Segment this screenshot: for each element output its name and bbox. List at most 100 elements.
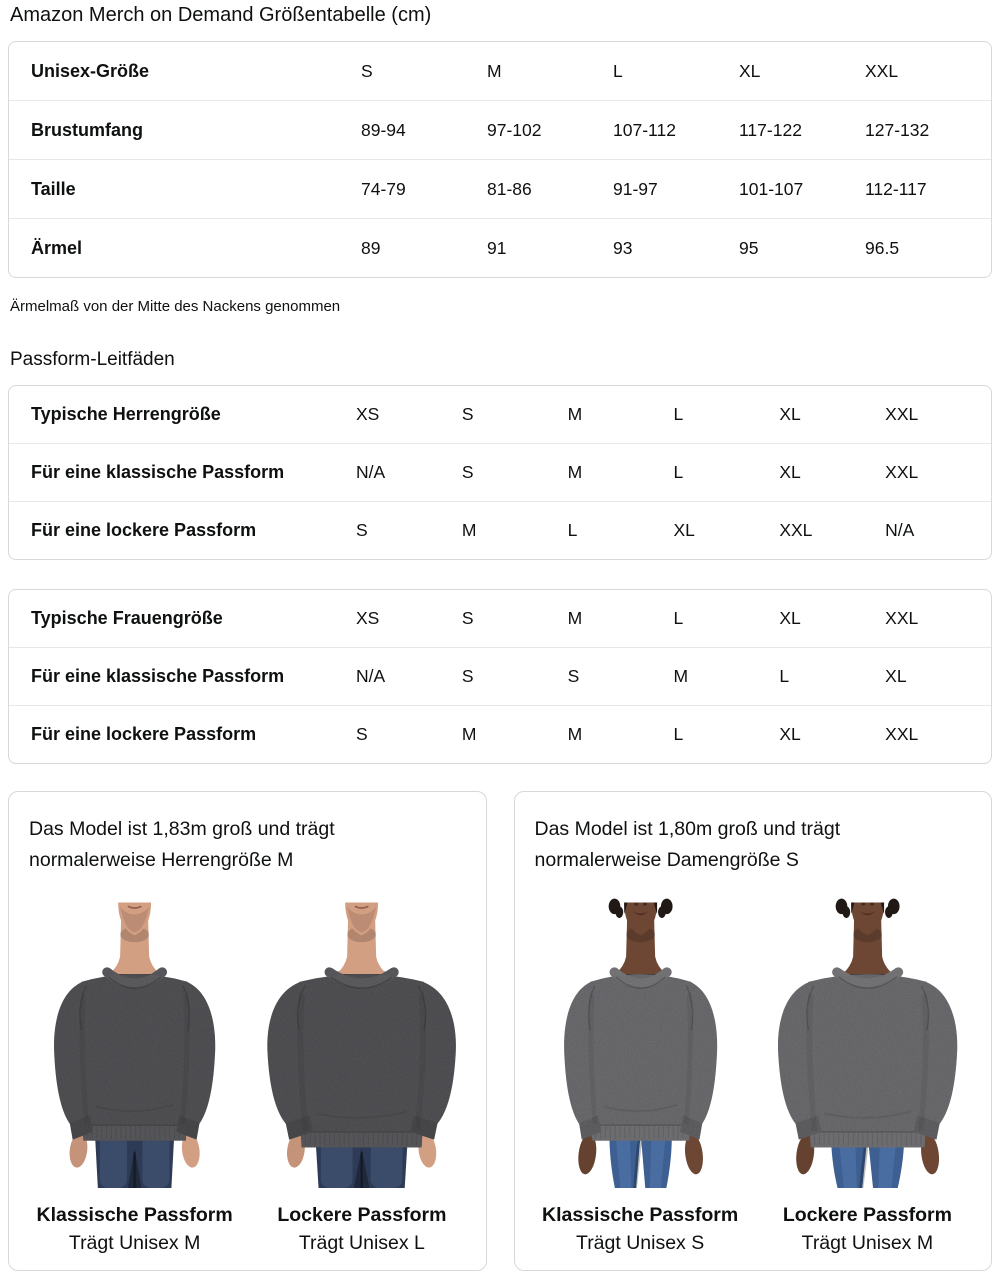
size-caption: Trägt Unisex M [68,1232,201,1254]
size-value: 95 [739,237,759,258]
size-value: 96.5 [865,237,900,258]
row-label: Taille [31,178,76,199]
size-value: 91 [487,237,507,258]
size-value: S [461,462,474,482]
fit-caption: Lockere Passform [782,1204,952,1226]
size-value: M [567,608,583,628]
size-value: S [461,404,474,424]
size-value: L [673,404,684,424]
size-value: XXL [885,724,919,744]
unisex-size-table: Unisex-Größe S M L XL XXL Brustumfang 89… [8,41,992,278]
size-header: M [487,60,502,81]
size-value: M [461,520,477,540]
size-value: 117-122 [739,119,802,140]
page-title: Amazon Merch on Demand Größentabelle (cm… [10,4,432,26]
fit-guide-heading: Passform-Leitfäden [10,349,175,370]
row-label: Typische Frauengröße [31,608,223,628]
size-value: L [673,462,684,482]
fit-caption: Klassische Passform [36,1204,233,1226]
size-value: XL [779,724,801,744]
size-value: S [567,666,580,686]
model-figure: Lockere Passform Trägt Unisex M [766,890,969,1256]
model-photo-classic-male [33,890,236,1188]
size-value: M [673,666,689,686]
size-value: 91-97 [613,178,658,199]
size-value: XS [356,404,380,424]
size-value: XXL [885,404,919,424]
size-value: 112-117 [865,178,927,199]
model-description: Das Model ist 1,83m groß und trägt norma… [29,818,335,871]
row-label: Für eine klassische Passform [31,462,285,482]
model-cards: Das Model ist 1,83m groß und trägt norma… [8,791,992,1271]
size-value: XL [779,462,801,482]
size-value: XXL [779,520,813,540]
table-row: Für eine lockere Passform S M M L XL XXL [9,705,991,763]
size-header: L [613,60,623,81]
sleeve-measure-note: Ärmelmaß von der Mitte des Nackens genom… [10,298,341,315]
figure-row: Klassische Passform Trägt Unisex M [29,890,468,1256]
model-photo-classic-female [539,890,742,1188]
fit-caption: Klassische Passform [542,1204,739,1226]
size-value: L [567,520,578,540]
table-row: Ärmel 89 91 93 95 96.5 [9,218,991,277]
size-value: L [779,666,790,686]
size-value: XL [885,666,907,686]
model-photo-loose-female [766,890,969,1188]
row-label: Für eine lockere Passform [31,724,257,744]
figure-row: Klassische Passform Trägt Unisex S [535,890,974,1256]
size-value: M [567,462,583,482]
size-value: XS [356,608,380,628]
size-value: 89 [361,237,381,258]
row-label: Unisex-Größe [31,60,150,81]
table-row: Taille 74-79 81-86 91-97 101-107 112-117 [9,159,991,218]
size-value: S [356,520,368,540]
size-value: S [461,608,474,628]
size-value: M [567,724,583,744]
table-row: Brustumfang 89-94 97-102 107-112 117-122… [9,100,991,159]
size-header: XXL [865,60,899,81]
model-figure: Klassische Passform Trägt Unisex M [33,890,236,1256]
table-row: Für eine lockere Passform S M L XL XXL N… [9,501,991,559]
size-value: S [356,724,368,744]
model-photo-loose-male [260,890,463,1188]
size-value: 74-79 [361,178,406,199]
size-caption: Trägt Unisex S [576,1232,705,1254]
size-value: 93 [613,237,633,258]
row-label: Typische Herrengröße [31,404,221,424]
table-row: Typische Frauengröße XS S M L XL XXL [9,590,991,647]
size-value: XXL [885,608,919,628]
row-label: Für eine klassische Passform [31,666,285,686]
size-value: M [461,724,477,744]
womens-fit-table: Typische Frauengröße XS S M L XL XXL Für… [8,589,992,764]
size-header: XL [739,60,761,81]
row-label: Für eine lockere Passform [31,520,257,540]
size-header: S [361,60,373,81]
table-row: Für eine klassische Passform N/A S M L X… [9,443,991,501]
size-value: L [673,724,684,744]
size-value: 101-107 [739,178,804,199]
model-figure: Klassische Passform Trägt Unisex S [539,890,742,1256]
table-row: Typische Herrengröße XS S M L XL XXL [9,386,991,443]
size-value: 127-132 [865,119,930,140]
size-value: 107-112 [613,119,676,140]
fit-caption: Lockere Passform [277,1204,447,1226]
size-value: XL [673,520,695,540]
model-figure: Lockere Passform Trägt Unisex L [260,890,463,1256]
size-value: N/A [356,462,386,482]
row-label: Brustumfang [31,119,143,140]
male-model-card: Das Model ist 1,83m groß und trägt norma… [8,791,487,1271]
female-model-card: Das Model ist 1,80m groß und trägt norma… [513,791,992,1271]
mens-fit-table: Typische Herrengröße XS S M L XL XXL Für… [8,385,992,560]
size-value: N/A [885,520,915,540]
size-caption: Trägt Unisex M [801,1232,934,1254]
size-value: XL [779,404,801,424]
size-value: 97-102 [487,119,542,140]
table-header-row: Unisex-Größe S M L XL XXL [9,42,991,100]
size-value: XL [779,608,801,628]
size-value: XXL [885,462,919,482]
size-value: 81-86 [487,178,532,199]
size-value: L [673,608,684,628]
row-label: Ärmel [31,237,83,258]
size-value: N/A [356,666,386,686]
